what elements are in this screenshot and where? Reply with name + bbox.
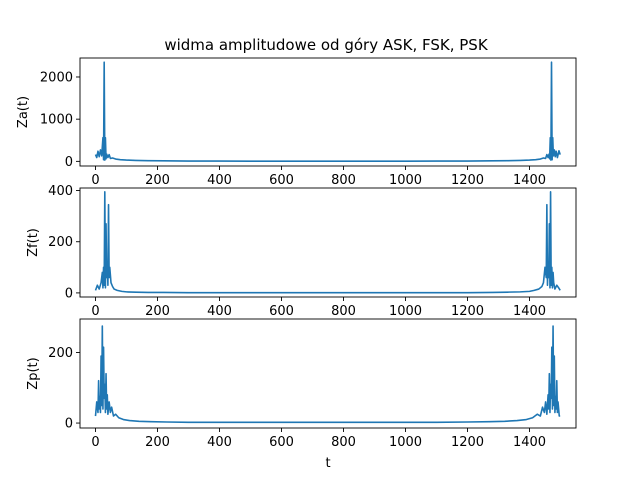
- x-tick-label: 1200: [451, 173, 484, 188]
- x-tick-label: 0: [91, 173, 99, 188]
- y-tick-label: 0: [65, 155, 73, 170]
- x-tick-label: 0: [91, 435, 99, 450]
- x-tick-label: 200: [145, 304, 170, 319]
- x-tick-label: 400: [207, 173, 232, 188]
- x-tick-label: 1400: [513, 173, 546, 188]
- x-tick-label: 800: [331, 304, 356, 319]
- subplot-2: 0 200 400 600 800 1000 1200 1400 0 200 400 Zf(t): [26, 184, 577, 319]
- x-tick-label: 800: [331, 173, 356, 188]
- x-tick-label: 1000: [389, 173, 422, 188]
- x-tick-label: 200: [145, 173, 170, 188]
- chart-title: widma amplitudowe od góry ASK, FSK, PSK: [164, 36, 488, 54]
- y-tick-label: 400: [48, 184, 73, 199]
- x-tick-label: 600: [269, 435, 294, 450]
- y-axis-label: Za(t): [16, 96, 31, 128]
- y-tick-label: 0: [65, 286, 73, 301]
- x-tick-label: 1400: [513, 435, 546, 450]
- x-tick-label: 800: [331, 435, 356, 450]
- x-axis-label: t: [325, 456, 330, 471]
- subplot-3: 0 200 400 600 800 1000 1200 1400 0 200 Zp(t): [26, 318, 577, 450]
- axes-frame: [79, 57, 577, 167]
- x-tick-label: 400: [207, 304, 232, 319]
- y-tick-label: 0: [65, 417, 73, 432]
- subplot-1: 0 200 400 600 800 1000 1200 1400 0 1000 2000 Za(t): [16, 57, 577, 188]
- x-tick-label: 1000: [389, 435, 422, 450]
- plots-container: 0 200 400 600 800 1000 1200 1400010002000Za(t)0…: [16, 57, 577, 450]
- y-axis-label: Zf(t): [26, 228, 41, 257]
- x-tick-label: 0: [91, 304, 99, 319]
- x-tick-label: 400: [207, 435, 232, 450]
- x-tick-label: 600: [269, 304, 294, 319]
- axes-frame: [79, 318, 577, 429]
- y-axis-label: Zp(t): [26, 357, 41, 389]
- series-line-1-1: [94, 61, 561, 162]
- axes-frame: [79, 187, 577, 298]
- series-line-3-1: [94, 325, 561, 424]
- y-tick-label: 200: [48, 346, 73, 361]
- x-tick-label: 1400: [513, 304, 546, 319]
- x-tick-label: 1200: [451, 304, 484, 319]
- y-tick-label: 2000: [40, 70, 73, 85]
- y-tick-label: 1000: [40, 113, 73, 128]
- x-tick-label: 200: [145, 435, 170, 450]
- series-line-2-1: [94, 191, 561, 294]
- x-tick-label: 600: [269, 173, 294, 188]
- x-tick-label: 1200: [451, 435, 484, 450]
- x-tick-label: 1000: [389, 304, 422, 319]
- y-tick-label: 200: [48, 235, 73, 250]
